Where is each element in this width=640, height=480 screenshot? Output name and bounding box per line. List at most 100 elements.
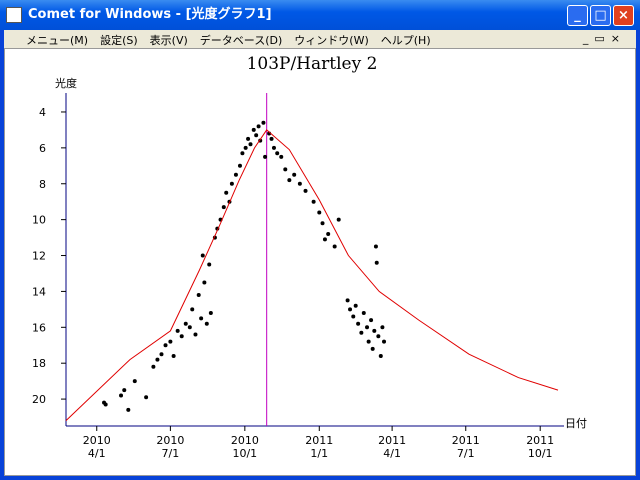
menu-item[interactable]: 設定(S) [100, 34, 138, 47]
window-title: Comet for Windows - [光度グラフ1] [28, 7, 272, 22]
data-point [279, 154, 284, 159]
data-point [366, 339, 371, 344]
data-point [229, 181, 234, 186]
data-point [261, 120, 266, 125]
data-point [175, 328, 180, 333]
data-point [251, 127, 256, 132]
data-point [283, 167, 288, 172]
data-point [151, 364, 156, 369]
title-bar: Comet for Windows - [光度グラフ1] _ □ × [0, 0, 640, 30]
data-point [254, 133, 259, 138]
data-point [193, 332, 198, 337]
data-point [374, 260, 379, 265]
data-point [122, 388, 127, 393]
data-point [361, 310, 366, 315]
x-tick-label: 1/1 [310, 447, 328, 460]
x-tick-label: 4/1 [88, 447, 106, 460]
data-point [240, 151, 245, 156]
data-point [345, 298, 350, 303]
x-tick-label: 2011 [378, 434, 406, 447]
mdi-buttons[interactable]: _▭× [582, 32, 626, 45]
x-axis-label: 日付 [565, 417, 587, 430]
data-point [269, 136, 274, 141]
y-axis-label: 光度 [55, 76, 77, 90]
data-point [237, 163, 242, 168]
x-tick-label: 7/1 [457, 447, 475, 460]
data-point [380, 325, 385, 330]
y-tick-label: 12 [32, 250, 46, 263]
maximize-button[interactable]: □ [590, 5, 611, 26]
data-point [263, 154, 268, 159]
data-point [187, 325, 192, 330]
data-point [322, 237, 327, 242]
data-point [155, 357, 160, 362]
data-point [196, 293, 201, 298]
x-tick-label: 2011 [526, 434, 554, 447]
data-point [297, 181, 302, 186]
menu-item[interactable]: データベース(D) [199, 34, 283, 47]
client-area: 103P/Hartley 2 光度 日付 4 6 8 10 12 14 16 18 20 2010… [4, 48, 636, 476]
data-point [132, 379, 137, 384]
data-point [144, 395, 149, 400]
y-tick-label: 6 [39, 142, 46, 155]
chart: 103P/Hartley 2 光度 日付 4 6 8 10 12 14 16 18 20 2010… [32, 54, 587, 460]
data-point [190, 307, 195, 312]
data-point [208, 310, 213, 315]
data-point [271, 145, 276, 150]
menu-item[interactable]: メニュー(M) [26, 34, 89, 47]
data-point [336, 217, 341, 222]
menu-item[interactable]: 表示(V) [149, 34, 188, 47]
data-point [356, 321, 361, 326]
data-point [353, 303, 358, 308]
data-point [168, 339, 173, 344]
y-tick-label: 4 [39, 106, 46, 119]
data-point [248, 142, 253, 147]
menu-bar: メニュー(M) 設定(S) 表示(V) データベース(D) ウィンドウ(W) ヘルプ(H)… [4, 30, 636, 48]
data-point [373, 244, 378, 249]
data-point [326, 231, 331, 236]
y-tick-label: 20 [32, 393, 46, 406]
data-point [256, 124, 261, 129]
y-tick-label: 16 [32, 321, 46, 334]
data-point [171, 354, 176, 359]
x-tick-label: 10/1 [232, 447, 257, 460]
data-point [207, 262, 212, 267]
y-tick-label: 18 [32, 357, 46, 370]
menu-item[interactable]: ヘルプ(H) [380, 34, 431, 47]
minimize-button[interactable]: _ [567, 5, 588, 26]
data-point [202, 280, 207, 285]
data-point [126, 407, 131, 412]
data-point [303, 188, 308, 193]
chart-title: 103P/Hartley 2 [247, 54, 378, 74]
data-point [369, 318, 374, 323]
data-point [365, 325, 370, 330]
data-point [275, 151, 280, 156]
data-point [376, 334, 381, 339]
data-point [292, 172, 297, 177]
x-tick-label: 2010 [231, 434, 259, 447]
data-point [332, 244, 337, 249]
x-tick-label: 4/1 [383, 447, 401, 460]
x-tick-label: 2011 [452, 434, 480, 447]
data-point [348, 307, 353, 312]
menu-item[interactable]: ウィンドウ(W) [294, 34, 369, 47]
data-point [372, 328, 377, 333]
data-point [351, 314, 356, 319]
x-tick-label: 2010 [156, 434, 184, 447]
data-point [287, 178, 292, 183]
y-tick-label: 8 [39, 178, 46, 191]
data-point [204, 321, 209, 326]
y-tick-label: 14 [32, 285, 46, 298]
data-point [159, 352, 164, 357]
data-point [221, 205, 226, 210]
data-point [243, 145, 248, 150]
data-point [382, 339, 387, 344]
data-point [233, 172, 238, 177]
x-tick-label: 7/1 [162, 447, 180, 460]
close-button[interactable]: × [613, 5, 634, 26]
x-tick-label: 10/1 [528, 447, 553, 460]
data-point [320, 221, 325, 226]
data-point [359, 330, 364, 335]
